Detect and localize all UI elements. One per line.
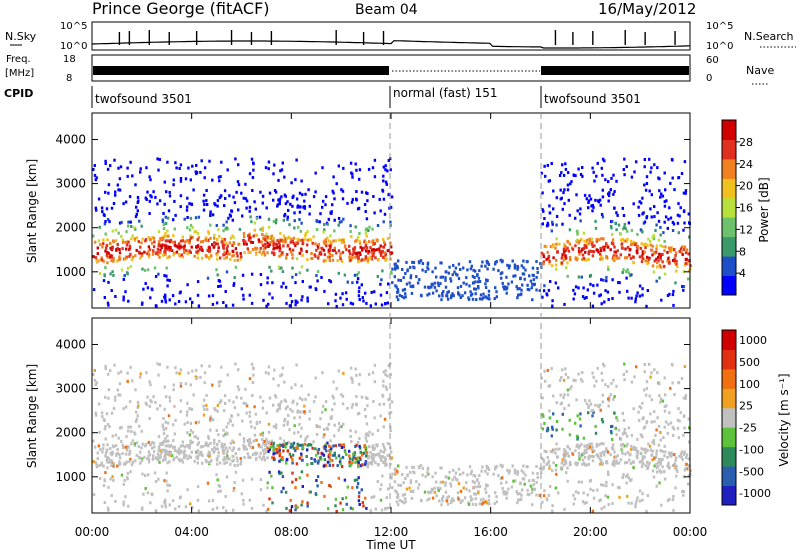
colorbar-tick-label: -500 [739, 465, 764, 478]
colorbar-swatch [722, 236, 736, 257]
cpid-segment-1: twofsound 3501 [95, 92, 192, 106]
x-tick-label: 12:00 [374, 525, 409, 539]
colorbar-swatch [722, 368, 736, 389]
colorbar-swatch [722, 158, 736, 179]
freq-band-segment-1 [93, 66, 389, 75]
x-axis-ticks: 00:00 04:00 08:00 12:00 16:00 20:00 00:00 [75, 113, 708, 539]
colorbar-swatch [722, 197, 736, 218]
y-tick-label: 2000 [55, 221, 86, 235]
colorbar-swatch [722, 427, 736, 448]
nave-ytick-bottom: 0 [706, 73, 712, 84]
velocity-colorbar-label: Velocity [m s⁻¹] [777, 373, 791, 466]
mode-change-lines [389, 113, 542, 513]
colorbar-tick-label: -25 [739, 422, 757, 435]
station-title: Prince George (fitACF) [92, 0, 270, 18]
colorbar-tick-label: 28 [739, 136, 753, 149]
velocity-data [92, 362, 692, 513]
power-colorbar: 4 8 12 16 20 24 28 [721, 119, 753, 296]
freq-ytick-top: 18 [63, 54, 76, 65]
cpid-segment-2: normal (fast) 151 [393, 86, 497, 100]
cpid-segment-3: twofsound 3501 [544, 92, 641, 106]
velocity-yticks: 1000 2000 3000 4000 [55, 337, 690, 484]
nsearch-ytick-top: 10^5 [706, 21, 733, 32]
freq-ytick-bottom: 8 [66, 73, 72, 84]
colorbar-swatch [722, 139, 736, 160]
colorbar-tick-label: 16 [739, 202, 753, 215]
x-tick-label: 00:00 [673, 525, 708, 539]
power-data [92, 157, 692, 308]
colorbar-tick-label: 25 [739, 400, 753, 413]
colorbar-swatch [722, 275, 736, 296]
colorbar-swatch [722, 217, 736, 238]
y-tick-label: 4000 [55, 337, 86, 351]
colorbar-swatch [722, 349, 736, 370]
y-tick-label: 2000 [55, 426, 86, 440]
cpid-label: CPID [4, 87, 33, 100]
nsky-panel: N.Sky 10^5 10^0 10^5 10^0 N.Search [5, 21, 796, 52]
colorbar-swatch [722, 388, 736, 409]
colorbar-tick-label: -100 [739, 443, 764, 456]
colorbar-tick-label: 1000 [739, 334, 767, 347]
colorbar-tick-label: 24 [739, 158, 753, 171]
nave-ytick-top: 60 [706, 55, 719, 66]
velocity-panel: Slant Range [km] 1000 2000 3000 4000 1000 50… [25, 113, 791, 552]
freq-unit-label: [MHz] [5, 68, 34, 79]
power-ylabel: Slant Range [km] [25, 159, 39, 263]
freq-panel: Freq. [MHz] 18 8 60 0 Nave [5, 54, 774, 85]
y-tick-label: 4000 [55, 132, 86, 146]
nsky-line [91, 40, 691, 49]
y-tick-label: 1000 [55, 265, 86, 279]
power-yticks: 1000 2000 3000 4000 [55, 132, 690, 279]
colorbar-tick-label: 12 [739, 223, 753, 236]
x-tick-label: 04:00 [174, 525, 209, 539]
beam-label: Beam 04 [355, 2, 418, 18]
colorbar-tick-label: 500 [739, 356, 760, 369]
x-tick-label: 16:00 [473, 525, 508, 539]
power-colorbar-label: Power [dB] [757, 177, 771, 242]
x-axis-label: Time UT [365, 538, 416, 552]
colorbar-tick-label: 8 [739, 245, 746, 258]
power-panel: Slant Range [km] 1000 2000 3000 4000 4 8 12 16… [25, 112, 771, 309]
x-tick-label: 08:00 [274, 525, 309, 539]
colorbar-tick-label: 20 [739, 180, 753, 193]
colorbar-swatch [722, 466, 736, 487]
date-label: 16/May/2012 [598, 0, 696, 18]
nsky-ytick-bottom: 10^0 [60, 41, 87, 52]
nave-label: Nave [746, 64, 774, 77]
colorbar-swatch [722, 446, 736, 467]
colorbar-swatch [722, 120, 736, 140]
nsearch-ytick-bottom: 10^0 [706, 41, 733, 52]
colorbar-swatch [722, 330, 736, 350]
colorbar-swatch [722, 407, 736, 428]
nsky-label: N.Sky [5, 30, 37, 43]
freq-band-segment-3 [541, 66, 689, 75]
colorbar-swatch [722, 178, 736, 199]
y-tick-label: 1000 [55, 470, 86, 484]
colorbar-tick-label: -1000 [739, 487, 771, 500]
x-tick-label: 00:00 [75, 525, 110, 539]
colorbar-swatch [722, 256, 736, 277]
cpid-row: CPID twofsound 3501 normal (fast) 151 tw… [4, 86, 641, 108]
colorbar-swatch [722, 485, 736, 506]
y-tick-label: 3000 [55, 382, 86, 396]
velocity-ylabel: Slant Range [km] [25, 364, 39, 468]
colorbar-tick-label: 4 [739, 267, 746, 280]
freq-label: Freq. [6, 54, 31, 65]
nsky-ytick-top: 10^5 [60, 21, 87, 32]
y-tick-label: 3000 [55, 177, 86, 191]
velocity-colorbar: 1000 500 100 25 -25 -100 -500 -1000 [721, 329, 771, 506]
nsearch-label: N.Search [744, 30, 794, 43]
colorbar-tick-label: 100 [739, 378, 760, 391]
x-tick-label: 20:00 [573, 525, 608, 539]
nsky-spikes [118, 30, 676, 45]
